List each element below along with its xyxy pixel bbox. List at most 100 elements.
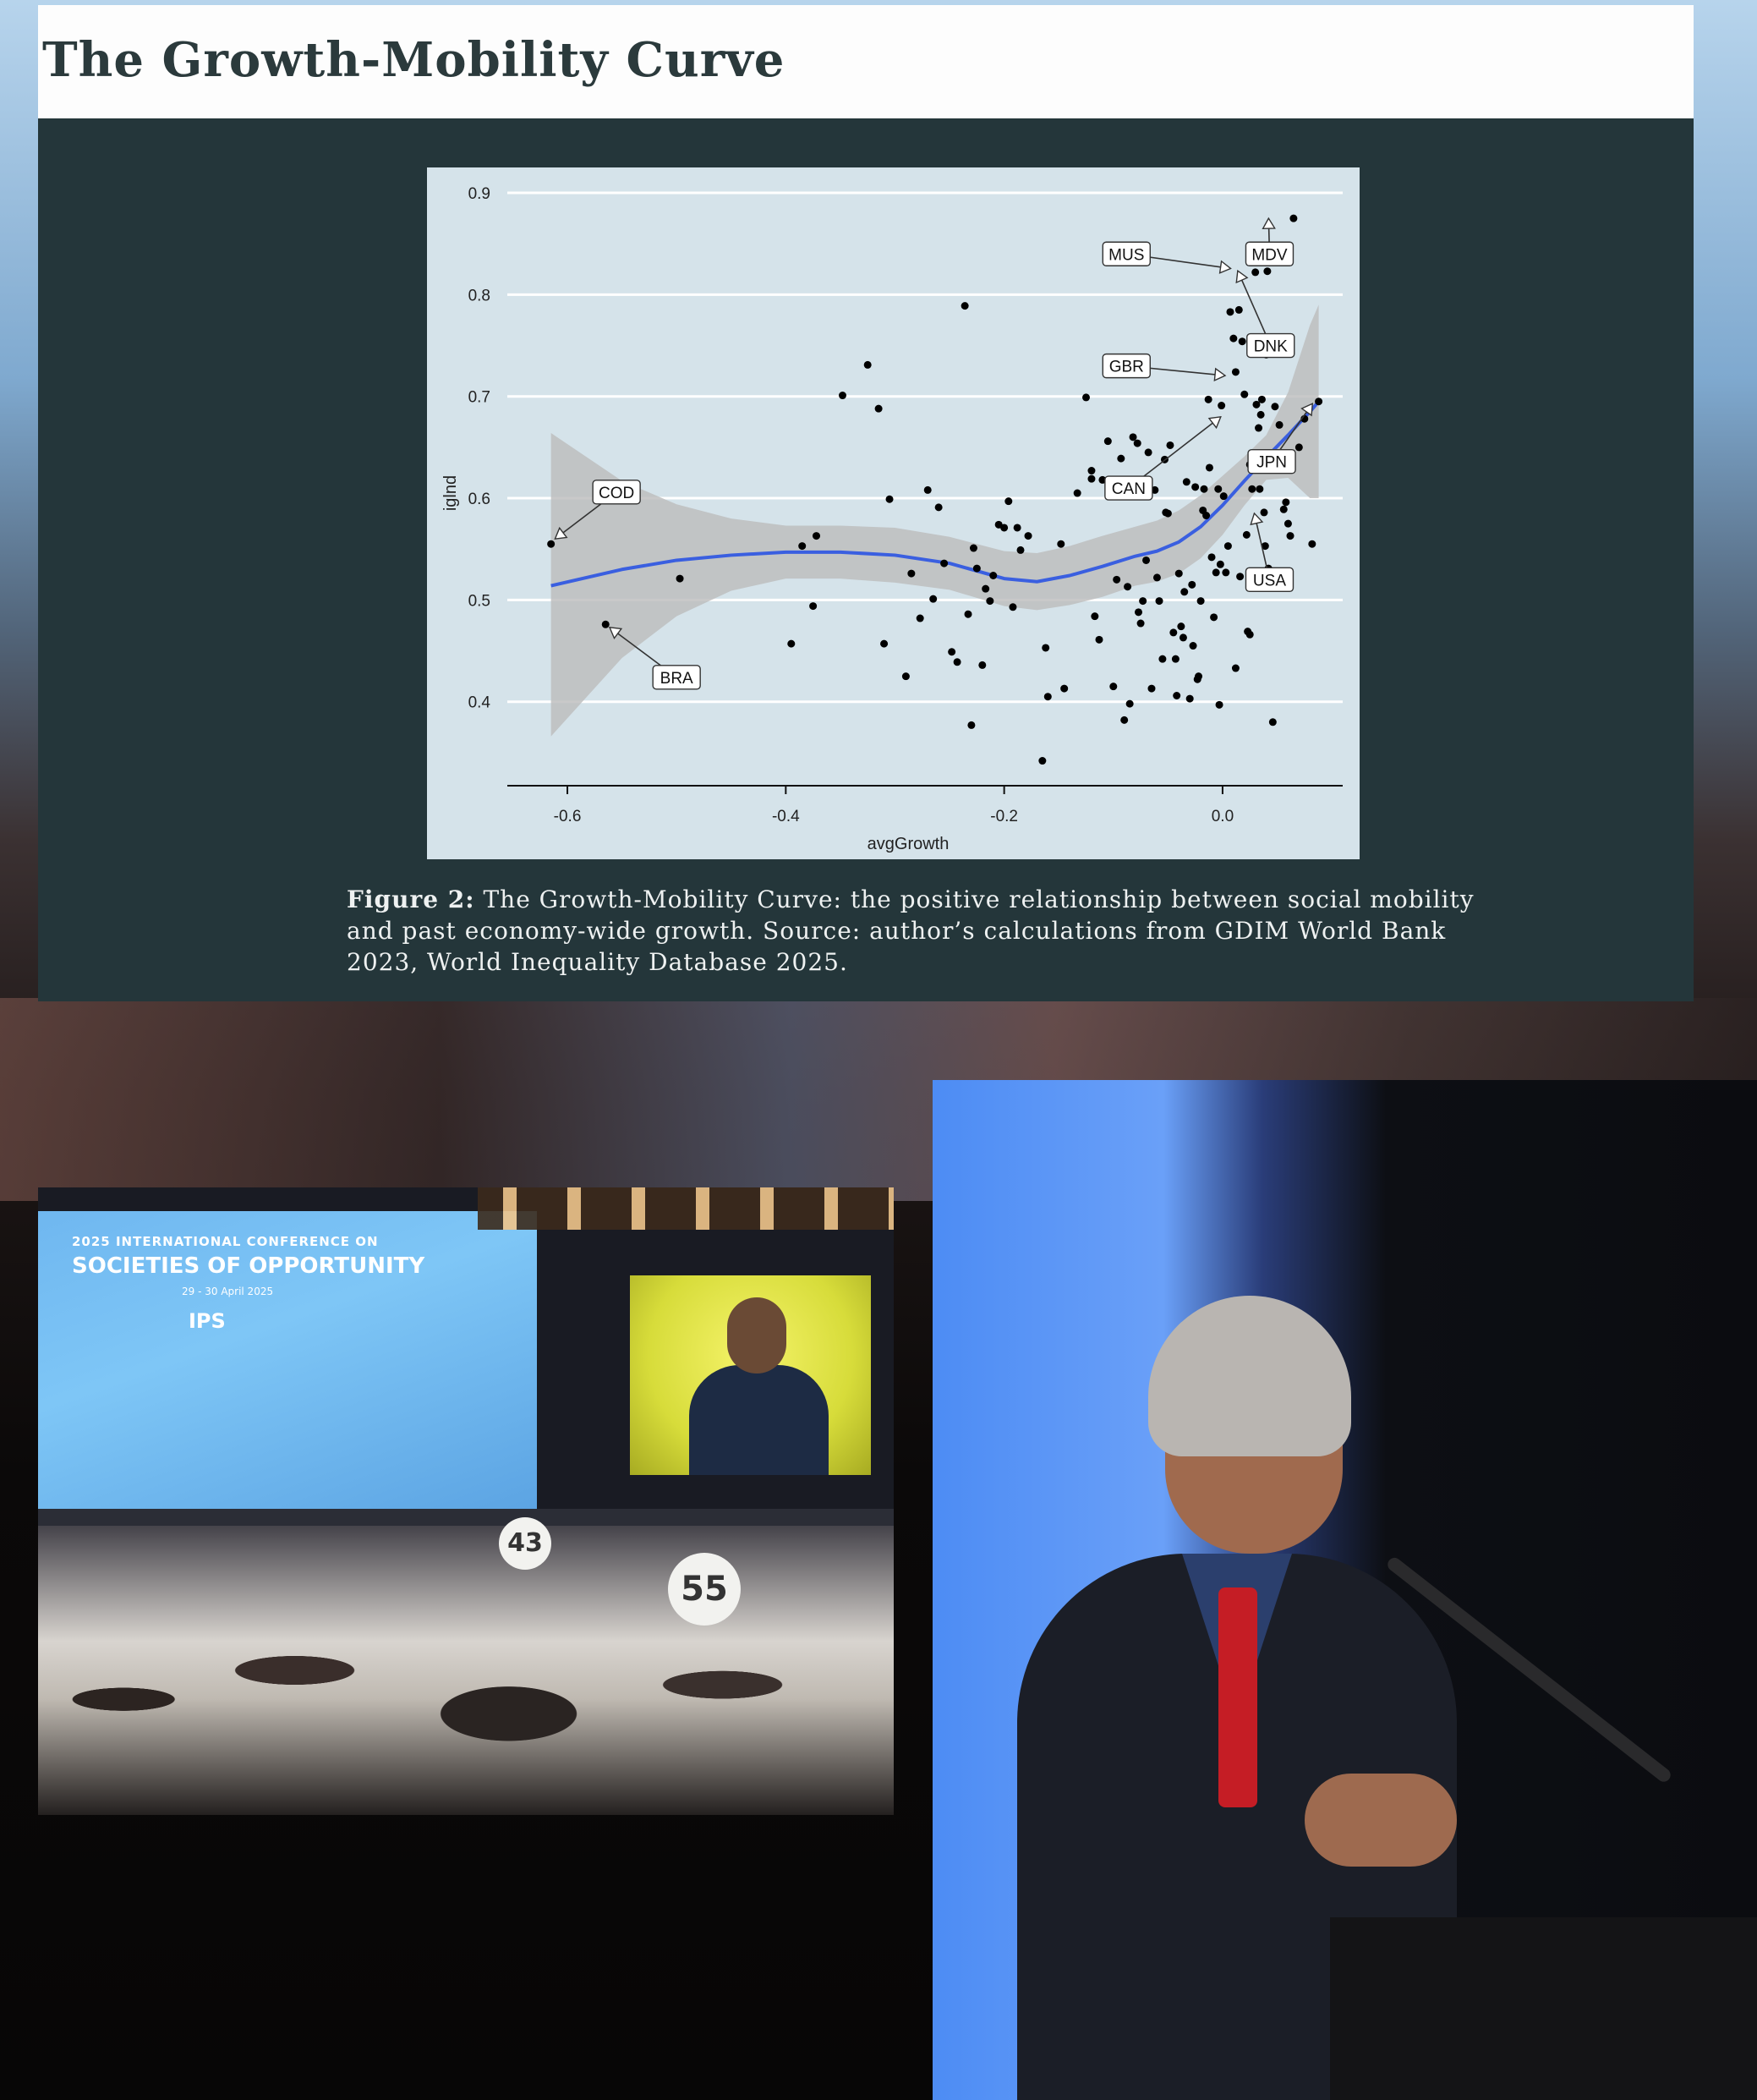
y-tick-label: 0.9 (468, 185, 490, 203)
data-point (1248, 485, 1256, 493)
data-point (916, 614, 924, 622)
stage-screen-left (38, 1211, 537, 1524)
annotation-layer: MUS MDV DNK GBR CAN JPN USA COD BRA (554, 217, 1314, 690)
annotation-arrow (1237, 270, 1272, 346)
data-point (601, 620, 610, 628)
podium (1330, 1917, 1757, 2100)
data-point (1229, 334, 1238, 343)
data-point (1223, 542, 1232, 551)
y-axis-label: iglnd (441, 475, 460, 511)
data-point (1095, 635, 1103, 644)
y-tick-label: 0.6 (468, 491, 490, 508)
data-point (787, 639, 796, 648)
data-point (1024, 532, 1032, 540)
data-point (1120, 716, 1129, 724)
data-point (961, 302, 969, 310)
annotation-arrowhead (1218, 260, 1232, 274)
annotation-label: GBR (1109, 359, 1144, 376)
data-point (1219, 492, 1228, 501)
data-point (838, 392, 846, 400)
annotation-box (1246, 332, 1295, 359)
data-point (1098, 475, 1107, 484)
data-point (1218, 402, 1226, 410)
data-point (1163, 509, 1172, 518)
data-point (1000, 524, 1009, 532)
data-point (1133, 439, 1141, 447)
data-point (547, 540, 556, 548)
speaker-tie (1218, 1587, 1257, 1807)
data-point (923, 485, 932, 494)
page-title: The Growth-Mobility Curve (42, 32, 785, 88)
annotation-arrowhead (1300, 403, 1314, 417)
x-tick-label: -0.2 (990, 808, 1018, 825)
data-point (1289, 214, 1298, 222)
data-point (1255, 424, 1263, 432)
data-point (1196, 597, 1205, 606)
data-point (676, 574, 684, 583)
data-point (948, 648, 956, 656)
data-point (1129, 433, 1137, 441)
axis-layer: 0.4 0.5 0.6 0.7 0.8 0.9 -0.6 -0.4 -0.2 0.0 avgGrow… (441, 185, 1343, 853)
annotation-label: USA (1253, 572, 1286, 589)
data-point (1315, 398, 1323, 406)
annotation-arrowhead (1207, 415, 1222, 430)
data-point (907, 569, 916, 578)
data-point (798, 542, 807, 551)
caption-text: The Growth-Mobility Curve: the positive … (347, 886, 1475, 976)
figure-panel: 0.4 0.5 0.6 0.7 0.8 0.9 -0.6 -0.4 -0.2 0.0 avgGrow… (38, 118, 1694, 1001)
data-point (1240, 390, 1249, 398)
data-point (953, 658, 961, 666)
x-tick-label: -0.4 (772, 808, 800, 825)
data-point (929, 595, 938, 603)
data-point (1308, 540, 1316, 548)
annotation-arrowhead (1250, 512, 1264, 526)
data-point (1125, 699, 1134, 708)
data-point (1016, 546, 1025, 554)
y-tick-label: 0.5 (468, 592, 490, 610)
data-point (1180, 588, 1189, 596)
data-point (1171, 655, 1180, 663)
data-point (874, 404, 883, 413)
data-point (972, 564, 981, 573)
data-point (1231, 368, 1240, 376)
annotation-box (1104, 475, 1153, 501)
conference-dates: 29 - 30 April 2025 (182, 1286, 274, 1297)
data-point (880, 639, 889, 648)
data-point (1207, 553, 1216, 562)
table-sign: 43 (499, 1517, 551, 1570)
growth-mobility-chart: 0.4 0.5 0.6 0.7 0.8 0.9 -0.6 -0.4 -0.2 0.0 avgGrow… (427, 167, 1360, 859)
remote-speaker-body (689, 1365, 829, 1475)
data-point (1251, 268, 1260, 277)
data-point (1124, 583, 1132, 591)
data-point (1173, 691, 1181, 699)
annotation-arrowhead (1262, 217, 1276, 230)
annotation-box (652, 665, 701, 690)
data-point (1147, 684, 1156, 693)
data-point (1234, 305, 1243, 314)
audience (38, 1526, 894, 1815)
annotation-box (1247, 449, 1296, 474)
data-point (809, 602, 818, 611)
annotation-box (1102, 353, 1151, 379)
x-axis-label: avgGrowth (868, 835, 950, 853)
data-point (978, 661, 987, 669)
speaker-hands (1305, 1774, 1457, 1867)
annotation-arrowhead (608, 627, 623, 640)
data-point (1152, 573, 1161, 582)
title-bar: The Growth-Mobility Curve (38, 5, 1694, 118)
data-point (1043, 693, 1052, 701)
data-point (1256, 410, 1265, 419)
data-point (1179, 633, 1187, 642)
data-point (1260, 508, 1268, 517)
data-point (969, 544, 977, 552)
annotation-label: MUS (1108, 246, 1144, 264)
data-point (1169, 628, 1178, 637)
data-point (1236, 573, 1245, 581)
x-tick-label: -0.6 (554, 808, 582, 825)
data-point (1191, 483, 1200, 491)
data-point (1245, 630, 1254, 639)
data-point (1013, 524, 1021, 532)
y-tick-label: 0.8 (468, 287, 490, 304)
annotation-label: JPN (1256, 454, 1287, 472)
data-point (1263, 267, 1272, 276)
